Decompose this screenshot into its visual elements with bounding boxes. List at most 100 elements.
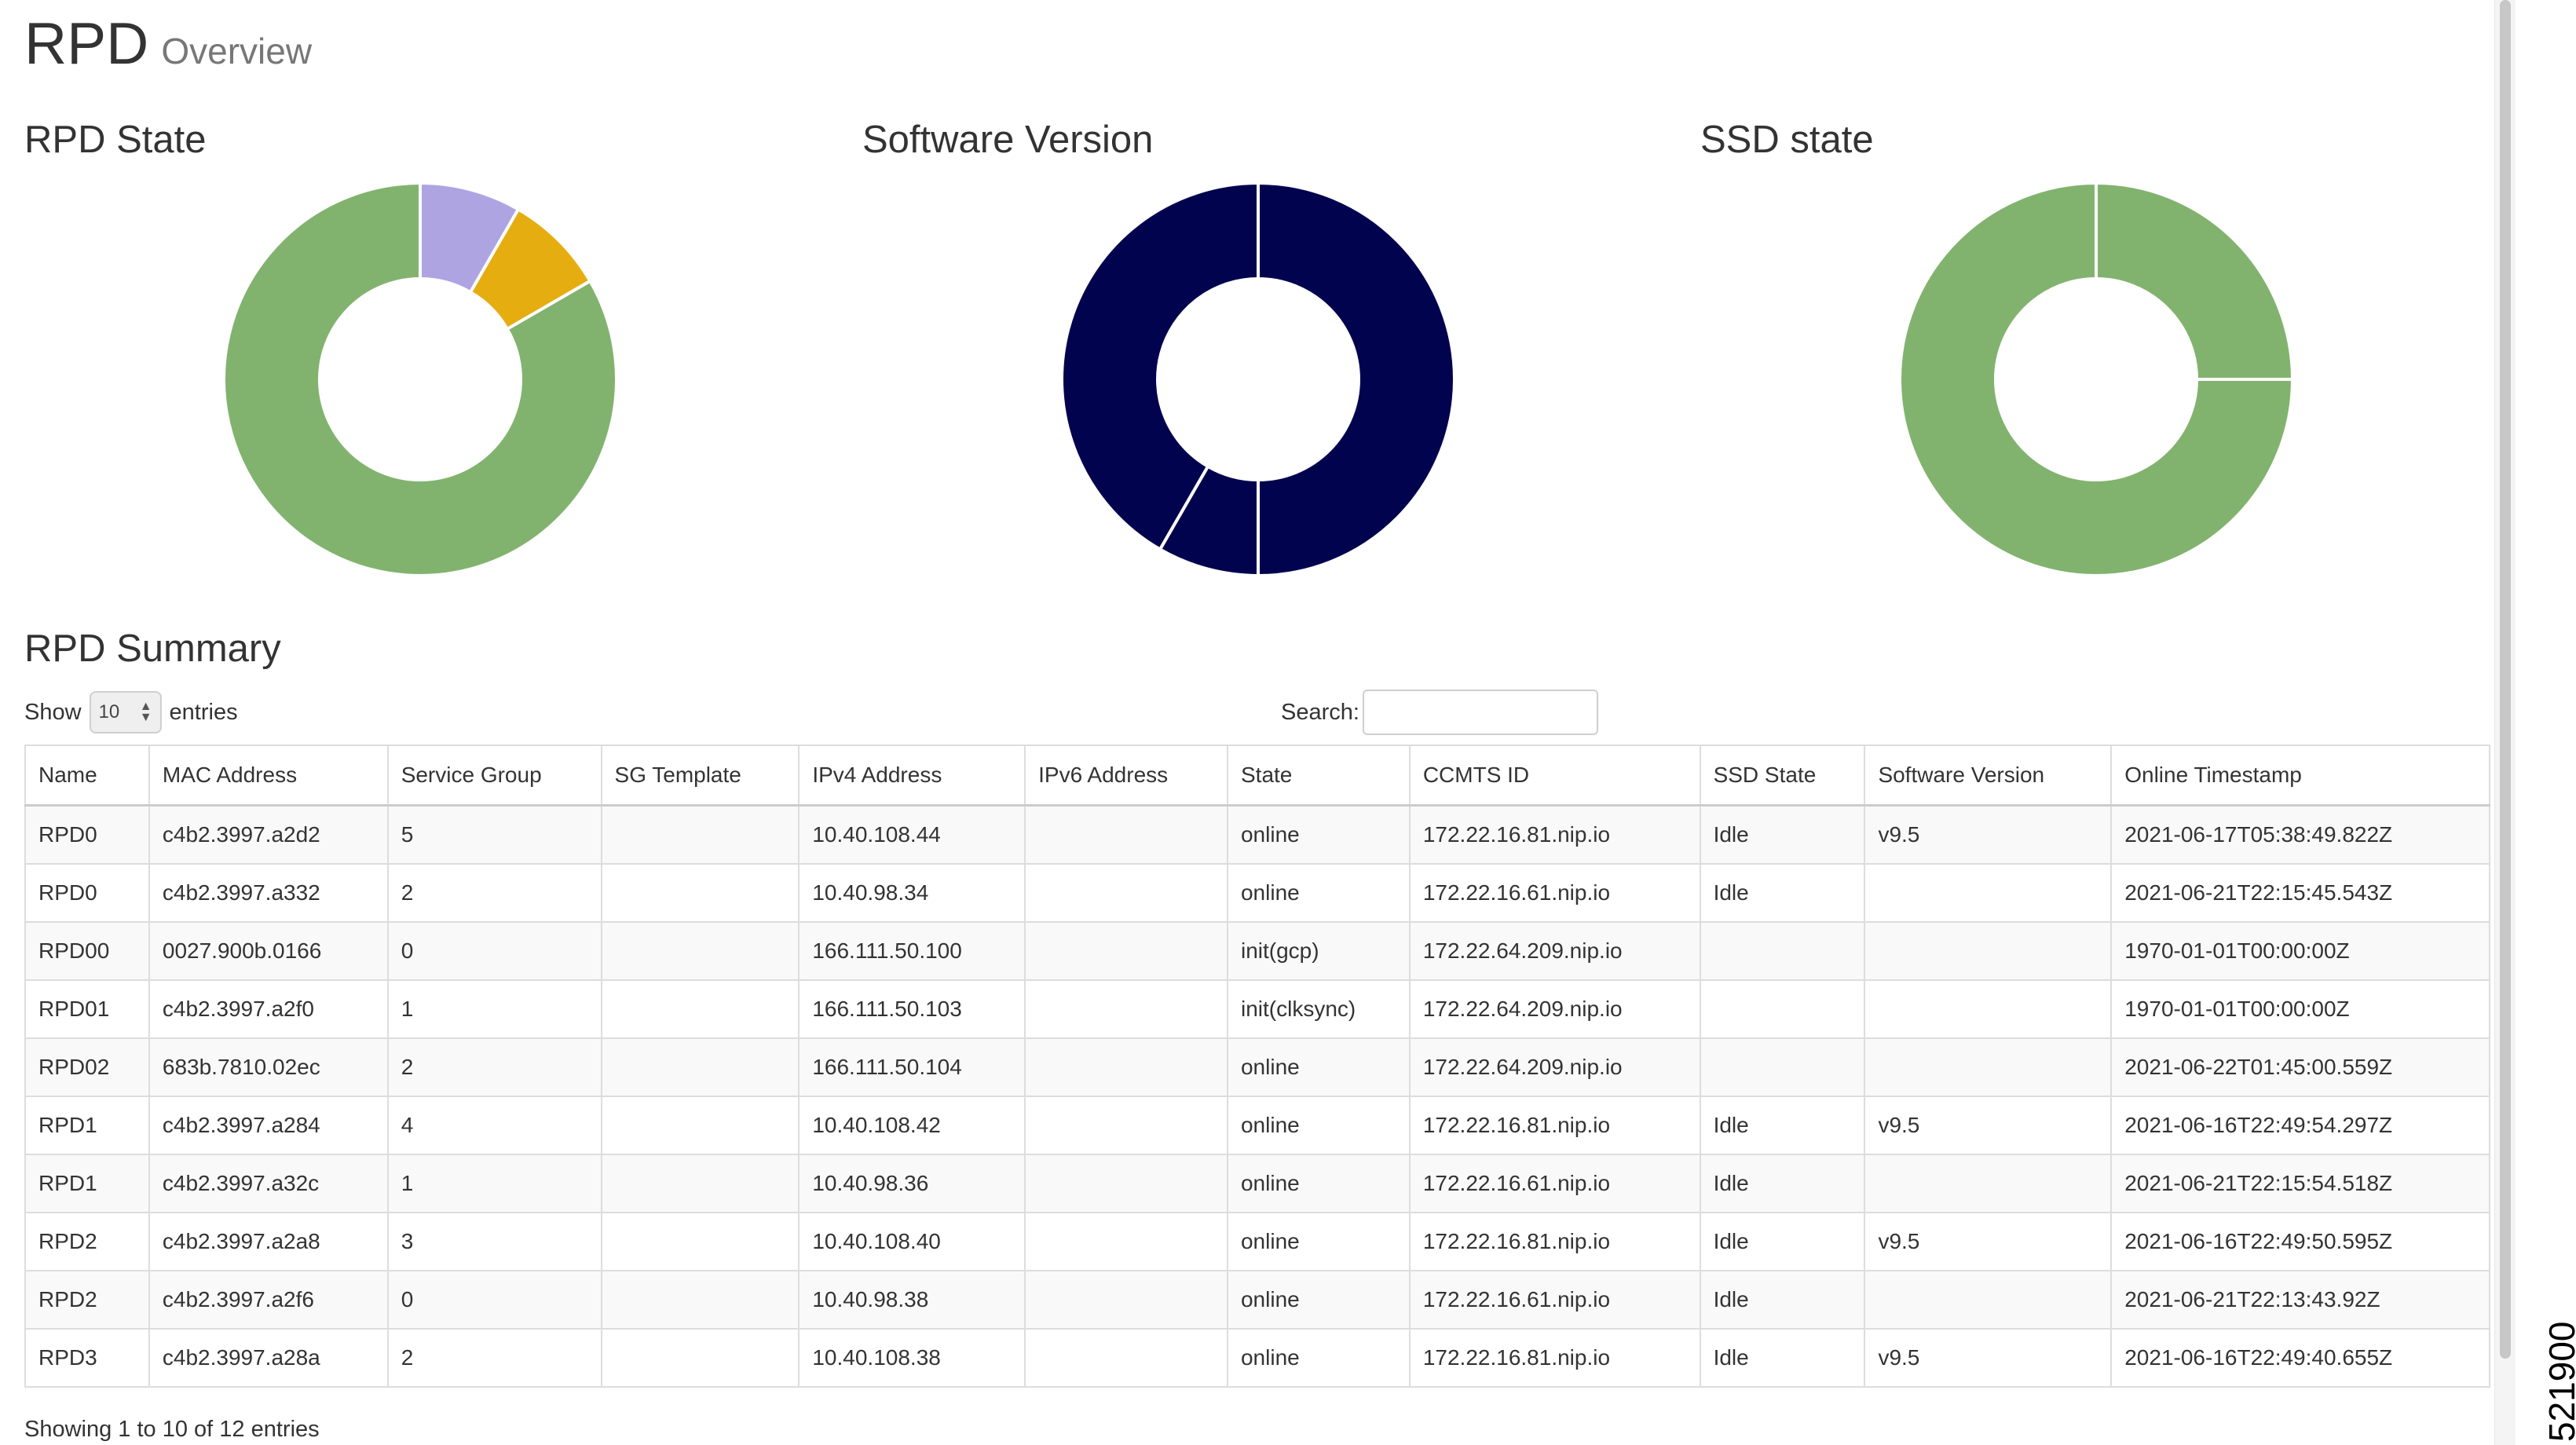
table-cell: 2021-06-21T22:15:45.543Z (2110, 863, 2490, 923)
chart-title-ssd-state: SSD state (1700, 119, 1874, 161)
table-cell (600, 804, 800, 865)
table-cell: c4b2.3997.a28a (148, 1328, 389, 1388)
table-cell: 2021-06-16T22:49:50.595Z (2110, 1212, 2490, 1271)
table-cell (600, 863, 800, 923)
table-cell: 2 (386, 1037, 602, 1097)
donut-chart-rpd-state[interactable] (220, 179, 620, 580)
donut-chart-software-version[interactable] (1058, 179, 1458, 580)
donut-slice[interactable] (1257, 181, 1456, 578)
table-cell: 2 (386, 1328, 602, 1388)
table-cell: 172.22.64.209.nip.io (1408, 1037, 1701, 1097)
table-cell: 10.40.98.36 (798, 1154, 1026, 1213)
table-cell: c4b2.3997.a32c (148, 1154, 389, 1213)
donut-slice[interactable] (1059, 181, 1260, 552)
table-cell: 10.40.98.38 (798, 1270, 1026, 1330)
entries-select[interactable]: 10 ▲ ▼ (89, 691, 162, 733)
table-body: RPD0 c4b2.3997.a2d2 5 10.40.108.44 online 172… (24, 804, 2490, 1388)
table-cell (1024, 804, 1228, 865)
table-cell (1024, 1096, 1228, 1155)
table-cell: 10.40.108.38 (798, 1328, 1026, 1388)
table-cell: 0027.900b.0166 (148, 921, 389, 981)
table-cell: c4b2.3997.a284 (148, 1096, 389, 1155)
table-cell (600, 1037, 800, 1097)
table-cell: 1 (386, 979, 602, 1039)
select-arrows-icon: ▲ ▼ (139, 700, 152, 724)
table-cell (600, 921, 800, 981)
table-row[interactable]: RPD1 c4b2.3997.a284 4 10.40.108.42 online 172… (24, 1096, 2490, 1155)
table-cell: 683b.7810.02ec (148, 1037, 389, 1097)
table-cell: online (1226, 863, 1411, 923)
table-cell: 172.22.16.81.nip.io (1408, 1212, 1701, 1271)
table-cell (1024, 1328, 1228, 1388)
table-cell: c4b2.3997.a2a8 (148, 1212, 389, 1271)
table-cell: c4b2.3997.a2f0 (148, 979, 389, 1039)
table-cell: Idle (1699, 1328, 1866, 1388)
column-header[interactable]: SG Template (600, 744, 800, 807)
search-input[interactable] (1362, 690, 1598, 735)
table-cell: online (1226, 1270, 1411, 1330)
column-header[interactable]: State (1226, 744, 1411, 807)
table-cell: v9.5 (1864, 1096, 2113, 1155)
table-cell: 2021-06-21T22:15:54.518Z (2110, 1154, 2490, 1213)
table-cell: 10.40.98.34 (798, 863, 1026, 923)
table-cell: 0 (386, 1270, 602, 1330)
table-row[interactable]: RPD0 c4b2.3997.a2d2 5 10.40.108.44 online 172… (24, 804, 2490, 865)
table-cell: init(gcp) (1226, 921, 1411, 981)
table-row[interactable]: RPD00 0027.900b.0166 0 166.111.50.100 init(g… (24, 921, 2490, 981)
table-cell: online (1226, 1096, 1411, 1155)
column-header[interactable]: SSD State (1699, 744, 1866, 807)
table-cell: online (1226, 1328, 1411, 1388)
column-header[interactable]: Software Version (1864, 744, 2113, 807)
table-cell: 0 (386, 921, 602, 981)
table-info: Showing 1 to 10 of 12 entries (24, 1417, 320, 1442)
table-cell: 2021-06-17T05:38:49.822Z (2110, 804, 2490, 865)
table-cell (1864, 863, 2113, 923)
column-header[interactable]: Service Group (386, 744, 602, 807)
show-label: Show (24, 699, 82, 725)
table-cell: 1 (386, 1154, 602, 1213)
table-cell: init(clksync) (1226, 979, 1411, 1039)
table-cell: c4b2.3997.a2d2 (148, 804, 389, 865)
table-cell: RPD2 (24, 1212, 150, 1271)
table-cell: Idle (1699, 863, 1866, 923)
figure-number: 521900 (2541, 1321, 2576, 1443)
table-cell: Idle (1699, 1270, 1866, 1330)
column-header[interactable]: CCMTS ID (1408, 744, 1701, 807)
column-header[interactable]: Name (24, 744, 150, 807)
entries-select-value: 10 (98, 701, 120, 722)
table-cell: 4 (386, 1096, 602, 1155)
page-title-main: RPD (24, 10, 149, 76)
column-header[interactable]: IPv6 Address (1024, 744, 1228, 807)
donut-slice[interactable] (222, 181, 618, 577)
table-row[interactable]: RPD0 c4b2.3997.a332 2 10.40.98.34 online 172.… (24, 863, 2490, 923)
table-cell: RPD2 (24, 1270, 150, 1330)
donut-slice[interactable] (1898, 181, 2295, 577)
scrollbar-thumb[interactable] (2500, 0, 2511, 1359)
table-cell: 172.22.16.81.nip.io (1408, 1328, 1701, 1388)
table-row[interactable]: RPD1 c4b2.3997.a32c 1 10.40.98.36 online 172.… (24, 1154, 2490, 1213)
donut-slice[interactable] (2095, 181, 2295, 381)
donut-chart-ssd-state[interactable] (1896, 179, 2296, 580)
chart-title-rpd-state: RPD State (24, 119, 207, 161)
page-title-subtitle: Overview (161, 31, 313, 71)
table-cell: 166.111.50.104 (798, 1037, 1026, 1097)
table-cell (600, 1328, 800, 1388)
chart-title-software-version: Software Version (862, 119, 1154, 161)
table-cell: RPD1 (24, 1096, 150, 1155)
table-row[interactable]: RPD2 c4b2.3997.a2a8 3 10.40.108.40 online 172… (24, 1212, 2490, 1271)
table-cell: online (1226, 804, 1411, 865)
table-cell: 2 (386, 863, 602, 923)
table-cell: 172.22.16.61.nip.io (1408, 863, 1701, 923)
table-cell (1699, 921, 1866, 981)
table-row[interactable]: RPD02 683b.7810.02ec 2 166.111.50.104 online… (24, 1037, 2490, 1097)
table-row[interactable]: RPD3 c4b2.3997.a28a 2 10.40.108.38 online 172… (24, 1328, 2490, 1388)
table-cell (1024, 863, 1228, 923)
column-header[interactable]: Online Timestamp (2110, 744, 2490, 807)
table-cell: 10.40.108.44 (798, 804, 1026, 865)
table-row[interactable]: RPD2 c4b2.3997.a2f6 0 10.40.98.38 online 172.… (24, 1270, 2490, 1330)
vertical-scrollbar[interactable] (2494, 0, 2516, 1445)
column-header[interactable]: MAC Address (148, 744, 389, 807)
table-row[interactable]: RPD01 c4b2.3997.a2f0 1 166.111.50.103 init(c… (24, 979, 2490, 1039)
table-cell (1024, 979, 1228, 1039)
column-header[interactable]: IPv4 Address (798, 744, 1026, 807)
